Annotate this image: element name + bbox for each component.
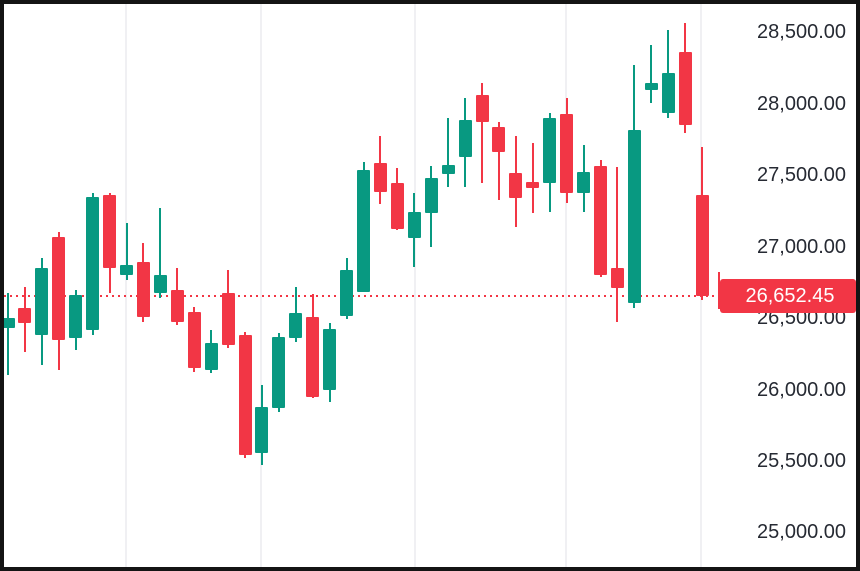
price-axis-label: 28,500.00	[757, 21, 846, 44]
candle-body	[103, 195, 117, 269]
candle-body	[170, 290, 184, 322]
candle-wick	[616, 166, 619, 322]
candle-body	[323, 328, 337, 390]
price-axis-label: 28,000.00	[757, 92, 846, 115]
price-axis-label: 27,500.00	[757, 164, 846, 187]
candle-body	[357, 170, 371, 292]
candle-wick	[718, 271, 721, 310]
candle-body	[373, 163, 387, 192]
candle-body	[678, 52, 692, 126]
candle-body	[407, 211, 421, 239]
candle-body	[695, 195, 709, 297]
candle-body	[187, 311, 201, 369]
candle-body	[136, 261, 150, 317]
price-axis-label: 25,500.00	[757, 449, 846, 472]
candle-body	[610, 268, 624, 289]
candle-body	[441, 165, 455, 174]
candle-body	[52, 236, 66, 340]
candle-body	[153, 275, 167, 294]
candle-body	[86, 196, 100, 330]
candle-wick	[481, 83, 484, 184]
candle-wick	[497, 121, 500, 201]
candle-body	[560, 113, 574, 194]
candle-body	[644, 83, 658, 91]
candle-body	[272, 336, 286, 409]
chart-inner-area: 28,500.00 28,000.00 27,500.00 27,000.00 26,5…	[4, 4, 856, 567]
candle-body	[594, 165, 608, 276]
candle-wick	[159, 208, 162, 299]
candle-body	[492, 126, 506, 152]
price-axis-label: 26,000.00	[757, 378, 846, 401]
candle-body	[475, 95, 489, 122]
candle-body	[526, 181, 540, 189]
candle-wick	[650, 45, 653, 103]
candle-wick	[7, 293, 9, 375]
candle-body	[306, 316, 320, 397]
candle-body	[627, 130, 641, 304]
candle-body	[543, 118, 557, 184]
candle-body	[204, 343, 218, 370]
candle-body	[238, 334, 252, 455]
candle-body	[4, 318, 15, 329]
candle-body	[509, 173, 523, 199]
candle-body	[661, 73, 675, 114]
candle-wick	[531, 143, 534, 214]
last-price-line	[4, 295, 720, 298]
candle-body	[458, 120, 472, 157]
last-price-value: 26,652.45	[745, 285, 835, 308]
candle-body	[18, 308, 32, 324]
candle-body	[35, 268, 49, 335]
candle-body	[221, 293, 235, 345]
candle-body	[69, 295, 83, 339]
candle-body	[577, 171, 591, 194]
grid-line	[125, 4, 127, 567]
candle-body	[340, 270, 354, 316]
price-axis-label: 25,000.00	[757, 521, 846, 544]
last-price-badge: 26,652.45	[720, 279, 856, 314]
price-axis-label: 27,000.00	[757, 235, 846, 258]
candle-body	[424, 178, 438, 214]
grid-line	[260, 4, 262, 567]
grid-line	[414, 4, 416, 567]
grid-line	[565, 4, 567, 567]
candle-body	[289, 313, 303, 339]
candle-body	[390, 183, 404, 229]
candle-body	[255, 406, 269, 454]
candle-wick	[125, 223, 128, 281]
candle-body	[120, 265, 133, 276]
candle-wick	[447, 118, 450, 187]
